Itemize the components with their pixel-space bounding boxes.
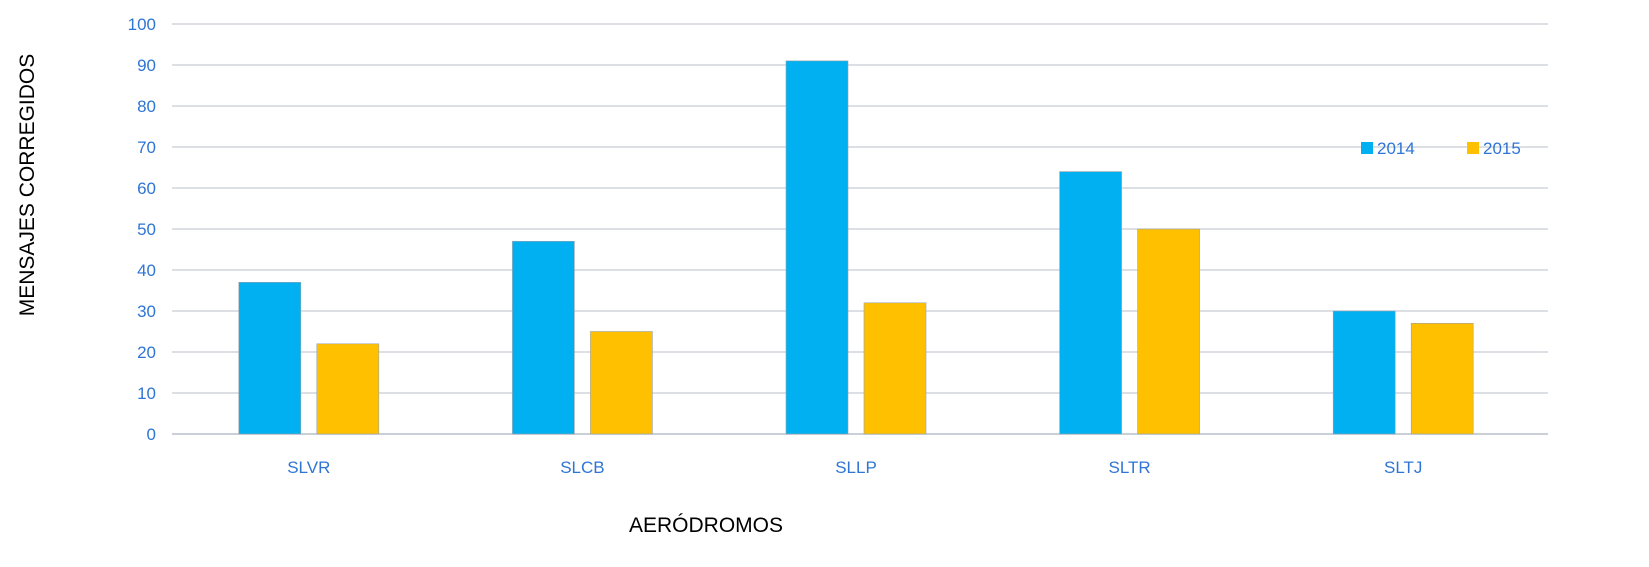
y-axis-title: MENSAJES CORREGIDOS [16,54,39,317]
y-tick-label: 0 [147,425,156,444]
y-tick-label: 10 [137,384,156,403]
x-tick-label: SLCB [560,458,604,477]
legend-label: 2014 [1377,139,1415,158]
gridlines [172,23,1548,435]
legend-swatch [1361,142,1373,154]
y-tick-labels: 0 10 20 30 40 50 60 70 80 90 100 [128,15,156,444]
legend-swatch [1467,142,1479,154]
y-tick-label: 90 [137,56,156,75]
y-tick-label: 100 [128,15,156,34]
bar-sltr-2015 [1137,228,1200,435]
y-tick-label: 60 [137,179,156,198]
bars [238,60,1474,435]
bar-slvr-2014 [238,281,302,435]
bar-sltj-2014 [1332,310,1396,435]
bar-slcb-2014 [512,241,575,435]
y-tick-label: 50 [137,220,156,239]
x-tick-label: SLTR [1108,458,1150,477]
y-tick-label: 30 [137,302,156,321]
bar-slvr-2015 [316,343,380,435]
legend: 2014 2015 [1361,139,1521,158]
y-tick-label: 70 [137,138,156,157]
bar-sltj-2015 [1410,322,1474,435]
bar-sllp-2015 [863,302,927,435]
x-tick-label: SLLP [835,458,877,477]
y-tick-label: 80 [137,97,156,116]
y-tick-label: 20 [137,343,156,362]
x-tick-labels: SLVR SLCB SLLP SLTR SLTJ [287,458,1422,477]
x-tick-label: SLTJ [1384,458,1422,477]
y-tick-label: 40 [137,261,156,280]
bar-slcb-2015 [590,331,653,435]
bar-sllp-2014 [785,60,849,435]
x-axis-title: AERÓDROMOS [629,514,783,537]
x-tick-label: SLVR [287,458,330,477]
bar-sltr-2014 [1059,171,1122,435]
legend-label: 2015 [1483,139,1521,158]
